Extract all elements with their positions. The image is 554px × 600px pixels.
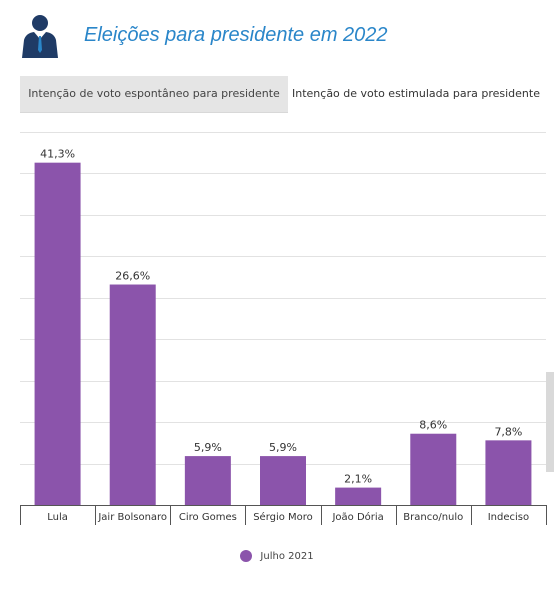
bar (485, 440, 532, 505)
data-label: 8,6% (419, 419, 447, 432)
tab-bar: Intenção de voto espontâneo para preside… (20, 76, 544, 113)
category-label: Sérgio Moro (253, 511, 313, 523)
bar-chart: 41,3% Lula 26,6% Jair Bolsonaro 5,9% Ciro Gom… (20, 132, 547, 525)
category-label: Jair Bolsonaro (97, 512, 167, 523)
bar (184, 456, 231, 505)
category-label: Lula (47, 512, 68, 523)
chart-legend: Julho 2021 (0, 549, 554, 569)
tab-spontaneous-vote[interactable]: Intenção de voto espontâneo para preside… (28, 87, 280, 100)
category-label: João Dória (331, 511, 383, 523)
bar (109, 284, 156, 505)
tab-stimulated-vote[interactable]: Intenção de voto estimulada para preside… (288, 76, 544, 113)
category-label: Ciro Gomes (179, 512, 237, 523)
category-label: Indeciso (488, 512, 529, 523)
businessman-icon (22, 15, 58, 58)
data-label: 5,9% (194, 441, 222, 454)
data-label: 41,3% (40, 148, 75, 161)
legend-label: Julho 2021 (260, 550, 314, 562)
scrollbar[interactable] (546, 372, 554, 472)
data-label: 7,8% (494, 425, 522, 438)
data-label: 2,1% (344, 473, 372, 486)
chart-header: Eleições para presidente em 2022 (0, 0, 554, 70)
bar (34, 162, 81, 505)
page-title: Eleições para presidente em 2022 (84, 24, 388, 46)
bar (335, 487, 382, 505)
category-label: Branco/nulo (403, 512, 463, 523)
legend-swatch (240, 550, 253, 562)
bar (410, 433, 457, 505)
data-label: 26,6% (115, 270, 150, 283)
bar (260, 456, 306, 505)
data-label: 5,9% (269, 441, 297, 454)
